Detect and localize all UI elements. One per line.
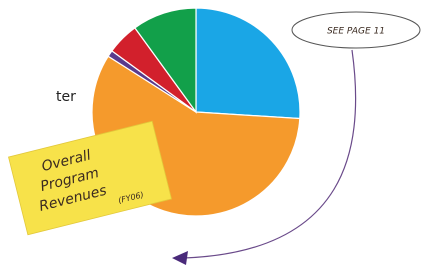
chart: ter Overall Program Revenues (FY06) SEE … [0,0,426,272]
partial-text: ter [56,89,76,105]
sticky-note: Overall Program Revenues (FY06) [9,121,172,234]
callout-text: SEE PAGE 11 [327,27,385,37]
pie-slice [196,8,300,119]
arrow-head [172,251,188,265]
page: {"chart_data": { "type": "pie", "partial… [0,0,426,272]
